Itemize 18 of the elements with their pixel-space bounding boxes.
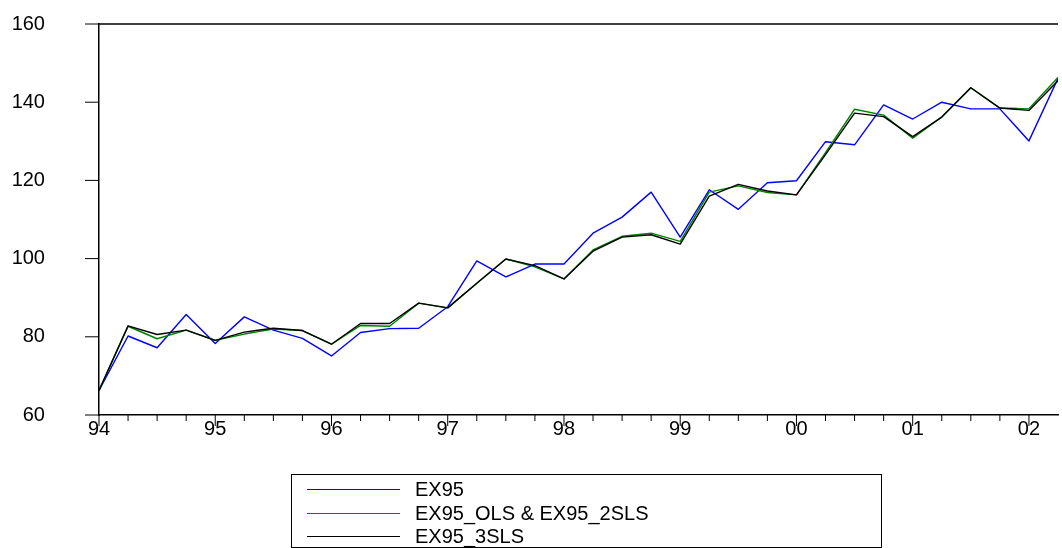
x-tick-label: 01 xyxy=(901,416,924,439)
x-tick-label: 00 xyxy=(785,416,808,439)
y-tick-label: 100 xyxy=(11,246,45,269)
legend-label: EX95 xyxy=(415,478,464,502)
x-tick-label: 96 xyxy=(320,416,343,439)
y-tick-label: 140 xyxy=(11,89,45,112)
y-tick-label: 160 xyxy=(11,11,45,34)
legend-label: EX95_OLS & EX95_2SLS xyxy=(415,501,649,525)
x-tick-label: 94 xyxy=(87,416,111,439)
y-tick-label: 80 xyxy=(22,324,45,347)
x-tick-label: 02 xyxy=(1017,416,1041,439)
x-tick-label: 98 xyxy=(552,416,576,439)
y-tick-label: 60 xyxy=(22,402,45,425)
x-tick-label: 97 xyxy=(436,416,459,439)
x-tick-label: 99 xyxy=(669,416,692,439)
legend-label: EX95_3SLS xyxy=(415,525,524,548)
y-tick-label: 120 xyxy=(11,167,45,190)
x-tick-label: 95 xyxy=(204,416,227,439)
